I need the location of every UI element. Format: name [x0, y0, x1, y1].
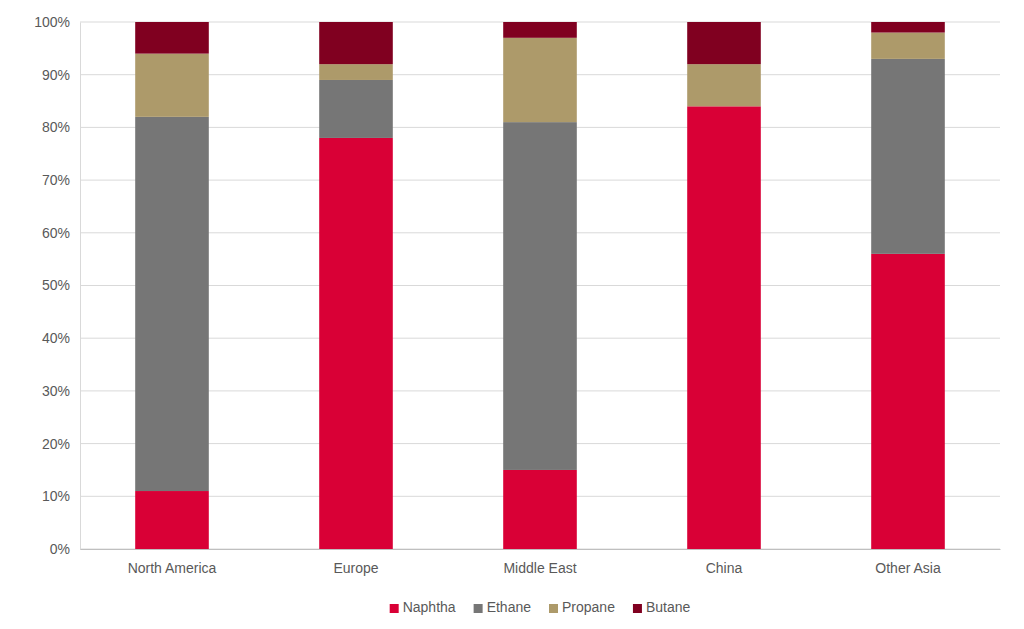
- y-tick-label: 0%: [50, 541, 70, 557]
- bar-segment: [687, 106, 761, 549]
- x-tick-label: North America: [128, 560, 217, 576]
- legend-label: Propane: [562, 599, 615, 615]
- x-tick-label: Other Asia: [875, 560, 941, 576]
- y-axis-line: [80, 23, 81, 550]
- bar-segment: [135, 491, 209, 549]
- x-tick: Europe: [333, 549, 378, 576]
- legend-item: Butane: [633, 599, 691, 615]
- y-tick-label: 90%: [42, 67, 70, 83]
- y-tick: 70%: [42, 172, 80, 188]
- x-axis-line: [81, 549, 1001, 550]
- y-tick: 50%: [42, 277, 80, 293]
- bar-segment: [503, 22, 577, 38]
- y-tick: 40%: [42, 330, 80, 346]
- bar-segment: [871, 254, 945, 549]
- x-tick-label: Europe: [333, 560, 378, 576]
- y-tick: 100%: [34, 14, 80, 30]
- legend: Naphtha Ethane Propane Butane: [390, 599, 691, 615]
- series: [135, 106, 945, 549]
- bar-segment: [319, 22, 393, 64]
- plot-area: 0% 10% 20% 30% 40% 50% 60% 70% 80% 90% 100% North A…: [34, 14, 1000, 576]
- legend-label: Butane: [646, 599, 691, 615]
- y-tick: 30%: [42, 383, 80, 399]
- y-tick-label: 60%: [42, 225, 70, 241]
- legend-swatch: [549, 604, 558, 613]
- x-tick: Middle East: [503, 549, 576, 576]
- y-tick-label: 100%: [34, 14, 70, 30]
- y-tick-label: 40%: [42, 330, 70, 346]
- y-tick: 20%: [42, 436, 80, 452]
- bar-segment: [687, 64, 761, 106]
- bar-segment: [319, 138, 393, 549]
- bar-segment: [871, 59, 945, 254]
- bar-segment: [319, 80, 393, 138]
- x-tick-label: Middle East: [503, 560, 576, 576]
- y-tick: 0%: [50, 541, 80, 557]
- bar-segment: [503, 38, 577, 122]
- legend-swatch: [633, 604, 642, 613]
- series: [135, 33, 945, 123]
- legend-swatch: [474, 604, 483, 613]
- x-tick-label: China: [706, 560, 743, 576]
- series: [135, 59, 945, 491]
- y-tick-label: 80%: [42, 119, 70, 135]
- bar-segment: [503, 470, 577, 549]
- bar-segment: [319, 64, 393, 80]
- bar-segment: [687, 22, 761, 64]
- bar-segment: [135, 22, 209, 54]
- y-tick: 90%: [42, 67, 80, 83]
- chart: 0% 10% 20% 30% 40% 50% 60% 70% 80% 90% 100% North A…: [0, 0, 1024, 629]
- bar-segment: [135, 117, 209, 491]
- y-tick-label: 70%: [42, 172, 70, 188]
- legend-item: Propane: [549, 599, 615, 615]
- x-tick: Other Asia: [875, 549, 941, 576]
- bar-segment: [135, 54, 209, 117]
- x-tick: China: [706, 549, 743, 576]
- x-tick: North America: [128, 549, 217, 576]
- y-tick-label: 20%: [42, 436, 70, 452]
- legend-item: Naphtha: [390, 599, 456, 615]
- bars: [135, 22, 945, 549]
- grid: [80, 22, 1000, 549]
- bar-segment: [871, 22, 945, 33]
- legend-label: Ethane: [487, 599, 532, 615]
- legend-item: Ethane: [474, 599, 532, 615]
- bar-segment: [503, 122, 577, 470]
- y-tick-label: 10%: [42, 488, 70, 504]
- y-axis: 0% 10% 20% 30% 40% 50% 60% 70% 80% 90% 100%: [34, 14, 80, 557]
- y-tick: 80%: [42, 119, 80, 135]
- y-tick-label: 50%: [42, 277, 70, 293]
- legend-swatch: [390, 604, 399, 613]
- legend-label: Naphtha: [403, 599, 456, 615]
- y-tick: 60%: [42, 225, 80, 241]
- y-tick: 10%: [42, 488, 80, 504]
- y-tick-label: 30%: [42, 383, 70, 399]
- bar-segment: [871, 33, 945, 59]
- series: [135, 22, 945, 64]
- x-axis: North America Europe Middle East China Other…: [81, 549, 1001, 576]
